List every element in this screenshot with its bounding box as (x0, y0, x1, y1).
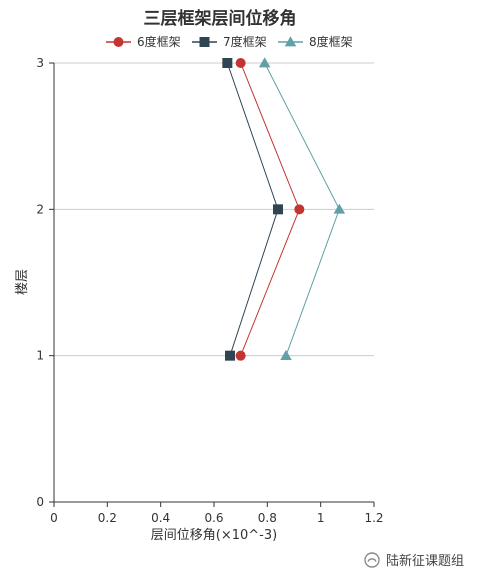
x-tick-label: 0 (50, 511, 58, 525)
x-tick-label: 0.8 (258, 511, 277, 525)
x-tick-label: 0.4 (151, 511, 170, 525)
legend-item-2[interactable]: 7度框架 (192, 34, 267, 49)
data-point (280, 349, 292, 360)
axes: 0 0.2 0.4 0.6 0.8 1 1.2 0 1 2 3 (36, 56, 383, 525)
legend[interactable]: 6度框架 7度框架 8度框架 (106, 34, 353, 49)
y-tick-label: 1 (36, 349, 44, 363)
legend-marker (199, 37, 210, 47)
x-axis-label: 层间位移角(×10^-3) (151, 528, 277, 543)
data-point (235, 58, 246, 68)
series-1 (235, 58, 305, 361)
series-2 (222, 58, 283, 361)
data-point (333, 203, 346, 214)
x-tick-label: 1.2 (364, 511, 383, 525)
y-axis-label: 楼层 (15, 269, 30, 295)
data-point (294, 204, 305, 215)
y-tick-label: 0 (36, 495, 44, 509)
data-point (273, 204, 283, 215)
data-point (258, 57, 271, 68)
x-tick-label: 1 (317, 511, 325, 525)
legend-label: 8度框架 (309, 34, 353, 49)
legend-marker (284, 36, 297, 47)
legend-item-3[interactable]: 8度框架 (278, 34, 353, 49)
legend-marker (113, 37, 124, 47)
watermark: 陆新征课题组 (363, 550, 464, 569)
series-layer (222, 57, 346, 361)
legend-label: 6度框架 (137, 34, 181, 49)
grid-lines (54, 62, 374, 357)
wechat-official-account-icon (364, 551, 380, 568)
legend-label: 7度框架 (223, 34, 267, 49)
x-tick-label: 0.6 (204, 511, 223, 525)
data-point (222, 58, 233, 68)
data-point (235, 350, 246, 361)
watermark-text: 陆新征课题组 (385, 554, 464, 569)
data-point (225, 350, 235, 361)
series-3 (258, 57, 346, 360)
x-tick-label: 0.2 (98, 511, 117, 525)
y-tick-label: 2 (36, 202, 44, 216)
legend-item-1[interactable]: 6度框架 (106, 34, 181, 49)
y-tick-label: 3 (36, 56, 44, 70)
chart-title: 三层框架层间位移角 (144, 8, 297, 29)
